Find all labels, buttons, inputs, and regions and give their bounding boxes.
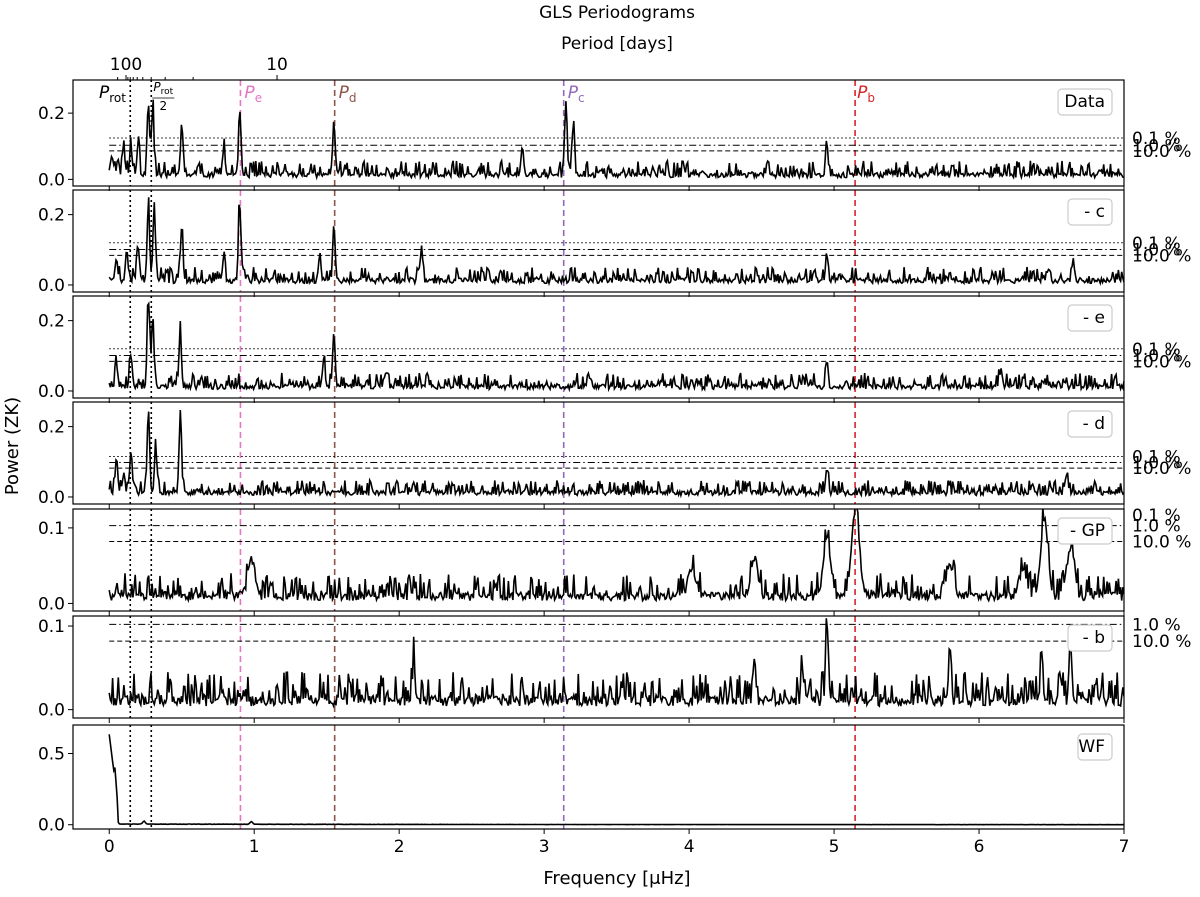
pb-label: Pb: [857, 83, 875, 105]
power-series: [108, 99, 1124, 181]
panel-6: 1.0 %10.0 % 0.0 0.1 - b: [38, 615, 1191, 723]
panel-frame: [72, 401, 1125, 505]
legend-box: - c: [1067, 198, 1113, 226]
x-tick-label: 1: [249, 837, 260, 857]
marker-labels: Prot Prot 2 Pe Pd Pc Pb: [99, 80, 875, 113]
prot-half-denominator: 2: [159, 99, 167, 113]
legend-box: - GP: [1057, 517, 1113, 545]
y-tick-label: 0.0: [38, 170, 65, 190]
power-series: [108, 197, 1124, 287]
y-tick-label: 0.0: [38, 276, 65, 296]
fap-label: 10.0 %: [1132, 459, 1191, 479]
pd-label: Pd: [339, 83, 357, 105]
panel-frame: [72, 724, 1125, 830]
y-tick-label: 0.5: [38, 744, 65, 764]
y-tick-label: 0.1: [38, 617, 65, 637]
prot-label: Prot: [99, 83, 126, 105]
top-tick-label: 100: [110, 55, 142, 75]
legend-box: - d: [1067, 410, 1113, 438]
y-axis-label: Power (ZK): [2, 397, 23, 495]
fap-label: 0.1 %: [1132, 129, 1181, 149]
power-series: [108, 734, 1124, 826]
legend-label: - d: [1083, 414, 1105, 434]
y-tick-label: 0.0: [38, 594, 65, 614]
panel-frame: [72, 508, 1125, 612]
panel-5: 0.1 %1.0 %10.0 % 0.0 0.1 - GP: [38, 506, 1191, 616]
fap-label: 0.1 %: [1132, 448, 1181, 468]
power-series: [108, 509, 1124, 604]
panel-frame: [72, 189, 1125, 293]
y-tick-label: 0.2: [38, 312, 65, 332]
x-tick-label: 5: [829, 837, 840, 857]
fap-label: 10.0 %: [1132, 632, 1191, 652]
top-period-axis: 100 10: [110, 55, 288, 80]
panel-1: 0.1 %1.0 %10.0 % 0.0 0.2 Data: [38, 79, 1191, 191]
panel-frame: [72, 615, 1125, 719]
panel-frame: [72, 295, 1125, 399]
legend-label: - e: [1083, 308, 1105, 328]
panel-3: 0.1 %1.0 %10.0 % 0.0 0.2 - e: [38, 295, 1191, 403]
fap-label: 1.0 %: [1132, 240, 1181, 260]
legend-box: WF: [1077, 733, 1113, 761]
legend-box: - e: [1067, 304, 1113, 332]
x-tick-label: 0: [104, 837, 115, 857]
legend-box: Data: [1057, 88, 1113, 116]
fap-label: 10.0 %: [1132, 142, 1191, 162]
x-tick-label: 3: [539, 837, 550, 857]
y-tick-label: 0.0: [38, 382, 65, 402]
y-tick-label: 0.2: [38, 206, 65, 226]
fap-label: 1.0 %: [1132, 346, 1181, 366]
fap-label: 1.0 %: [1132, 136, 1181, 156]
legend-label: - GP: [1070, 521, 1105, 541]
panel-frame: [72, 79, 1125, 187]
top-axis-label: Period [days]: [561, 34, 673, 54]
y-tick-label: 0.0: [38, 701, 65, 721]
fap-label: 0.1 %: [1132, 340, 1181, 360]
y-tick-label: 0.2: [38, 104, 65, 124]
pe-label: Pe: [244, 83, 262, 105]
x-tick-label: 7: [1119, 837, 1130, 857]
power-series: [108, 618, 1124, 709]
fap-label: 0.1 %: [1132, 234, 1181, 254]
fap-label: 10.0 %: [1132, 532, 1191, 552]
panel-7: 0.0 0.5 0 1 2 3 4 5 6 7 WF: [38, 724, 1130, 857]
top-tick-label: 10: [266, 55, 288, 75]
y-tick-label: 0.2: [38, 418, 65, 438]
legend-label: - b: [1083, 628, 1105, 648]
fap-label: 0.1 %: [1132, 506, 1181, 526]
y-tick-label: 0.1: [38, 519, 65, 539]
power-series: [108, 409, 1124, 499]
panel-2: 0.1 %1.0 %10.0 % 0.0 0.2 - c: [38, 189, 1191, 297]
legend-label: Data: [1064, 92, 1105, 112]
legend-box: - b: [1067, 624, 1113, 652]
legend-label: WF: [1078, 737, 1105, 757]
y-tick-label: 0.0: [38, 488, 65, 508]
pc-label: Pc: [568, 83, 585, 105]
y-tick-label: 0.0: [38, 816, 65, 836]
fap-label: 10.0 %: [1132, 246, 1191, 266]
fap-label: 10.0 %: [1132, 352, 1191, 372]
legend-label: - c: [1084, 202, 1105, 222]
prot-half-numerator: Prot: [153, 80, 173, 97]
chart-title: GLS Periodograms: [539, 3, 695, 23]
panel-4: 0.1 %1.0 %10.0 % 0.0 0.2 - d: [38, 401, 1191, 509]
x-tick-label: 2: [394, 837, 405, 857]
x-tick-label: 4: [684, 837, 695, 857]
power-series: [108, 301, 1124, 393]
x-tick-label: 6: [974, 837, 985, 857]
x-axis-label: Frequency [μHz]: [543, 868, 690, 889]
fap-label: 1.0 %: [1132, 453, 1181, 473]
fap-label: 1.0 %: [1132, 615, 1181, 635]
fap-label: 1.0 %: [1132, 517, 1181, 537]
